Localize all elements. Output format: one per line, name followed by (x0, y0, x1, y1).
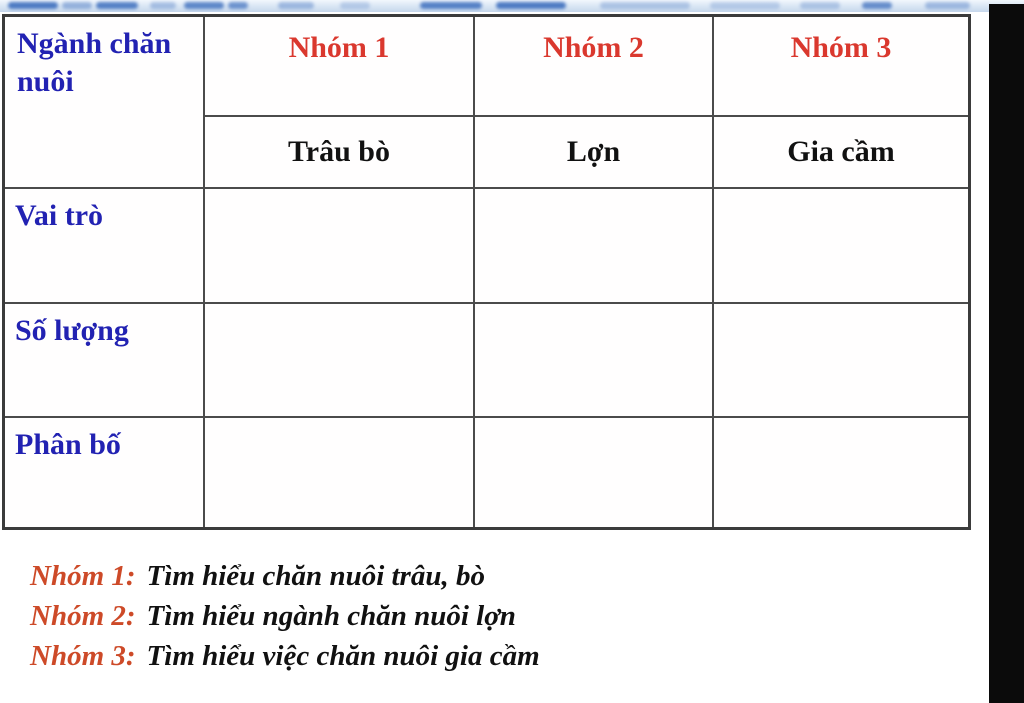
note-text-2: Tìm hiểu ngành chăn nuôi lợn (146, 600, 516, 632)
table-cell-empty (205, 189, 475, 304)
strip-segment (496, 2, 566, 9)
table-cell-empty (205, 304, 475, 418)
note-line-2: Nhóm 2: Tìm hiểu ngành chăn nuôi lợn (30, 596, 540, 636)
group-notes: Nhóm 1: Tìm hiểu chăn nuôi trâu, bò Nhóm … (30, 556, 540, 676)
row-header-so-luong: Số lượng (5, 304, 205, 418)
note-line-1: Nhóm 1: Tìm hiểu chăn nuôi trâu, bò (30, 556, 540, 596)
table-cell-empty (714, 189, 968, 304)
table-cell-empty (714, 418, 968, 527)
table-cell-empty (475, 189, 714, 304)
table-cell-empty (475, 304, 714, 418)
column-group-header-2: Nhóm 2 (475, 17, 714, 117)
note-line-3: Nhóm 3: Tìm hiểu việc chăn nuôi gia cầm (30, 636, 540, 676)
strip-segment (228, 2, 248, 9)
note-label-1: Nhóm 1: (30, 560, 136, 592)
note-text-1: Tìm hiểu chăn nuôi trâu, bò (146, 560, 485, 592)
strip-segment (340, 2, 370, 9)
column-subheader-gia-cam: Gia cầm (714, 117, 968, 189)
strip-segment (710, 2, 780, 9)
column-group-header-1: Nhóm 1 (205, 17, 475, 117)
table-cell-empty (205, 418, 475, 527)
column-group-header-3: Nhóm 3 (714, 17, 968, 117)
strip-segment (862, 2, 892, 9)
assignment-table: Ngành chăn nuôi Nhóm 1 Nhóm 2 Nhóm 3 Trâ… (2, 14, 971, 530)
note-text-3: Tìm hiểu việc chăn nuôi gia cầm (146, 640, 540, 672)
strip-segment (600, 2, 690, 9)
table-cell-empty (475, 418, 714, 527)
strip-segment (96, 2, 138, 9)
table-cell-empty (714, 304, 968, 418)
strip-segment (800, 2, 840, 9)
screen-edge-black-bar (989, 4, 1024, 703)
top-window-strip (0, 0, 1024, 12)
strip-segment (184, 2, 224, 9)
strip-segment (278, 2, 314, 9)
table-corner-header: Ngành chăn nuôi (5, 17, 205, 189)
column-subheader-trau-bo: Trâu bò (205, 117, 475, 189)
row-header-vai-tro: Vai trò (5, 189, 205, 304)
column-subheader-lon: Lợn (475, 117, 714, 189)
note-label-3: Nhóm 3: (30, 640, 136, 672)
row-header-phan-bo: Phân bố (5, 418, 205, 527)
strip-segment (8, 2, 58, 9)
strip-segment (150, 2, 176, 9)
strip-segment (62, 2, 92, 9)
strip-segment (925, 2, 970, 9)
strip-segment (420, 2, 482, 9)
note-label-2: Nhóm 2: (30, 600, 136, 632)
